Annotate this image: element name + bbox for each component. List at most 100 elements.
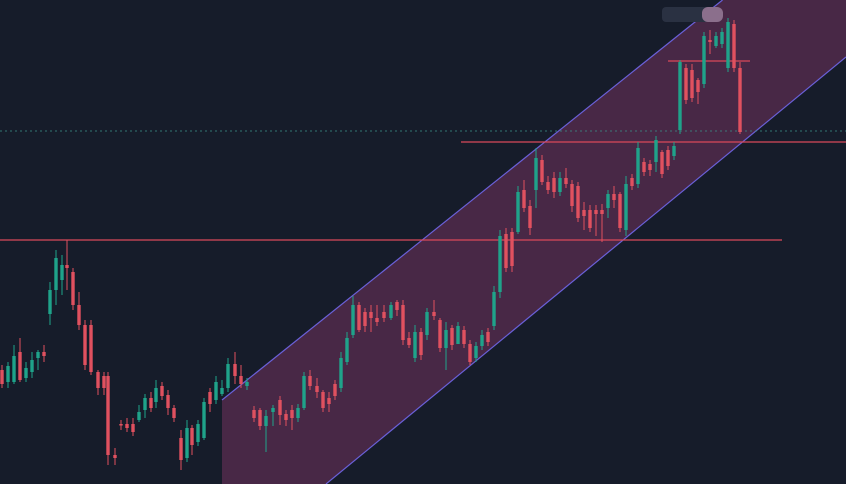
horizontal-levels[interactable]: [0, 60, 846, 241]
candle: [302, 372, 306, 410]
candle-body: [36, 352, 40, 358]
candle: [226, 358, 230, 392]
candle-body: [369, 312, 373, 318]
candle-body: [89, 325, 93, 372]
candle: [738, 62, 742, 134]
candle: [239, 365, 243, 388]
candle-body: [357, 305, 361, 330]
candle-body: [226, 364, 230, 388]
candle: [558, 172, 562, 196]
candle-body: [42, 352, 46, 356]
candle-body: [302, 376, 306, 408]
candle: [333, 380, 337, 400]
candle-body: [636, 148, 640, 184]
candle-body: [179, 438, 183, 460]
candle-body: [252, 410, 256, 418]
candle: [522, 180, 526, 212]
candle-body: [83, 325, 87, 365]
candle-body: [450, 328, 454, 345]
candle: [450, 325, 454, 350]
candle: [708, 30, 712, 54]
channel-upper-line[interactable]: [221, 0, 723, 401]
candle-body: [425, 312, 429, 335]
candle: [474, 342, 478, 362]
candle: [413, 325, 417, 362]
candle: [375, 305, 379, 326]
candle-body: [438, 320, 442, 348]
candle-body: [522, 190, 526, 208]
candle-body: [618, 194, 622, 228]
candle: [684, 64, 688, 104]
candle-body: [119, 424, 123, 426]
candle-body: [630, 178, 634, 186]
candle: [252, 406, 256, 422]
candle-body: [612, 194, 616, 200]
candle-body: [738, 68, 742, 132]
candle-body: [166, 395, 170, 408]
candle: [624, 176, 628, 236]
candle-body: [131, 424, 135, 432]
candle-body: [546, 182, 550, 190]
candle: [504, 228, 508, 272]
candle-body: [363, 312, 367, 326]
candle: [552, 172, 556, 198]
candle-body: [24, 368, 28, 378]
candle: [284, 410, 288, 426]
candle-body: [137, 412, 141, 420]
candle-body: [143, 398, 147, 410]
candle-body: [71, 272, 75, 305]
candle: [696, 78, 700, 104]
candle: [315, 378, 319, 398]
candle-body: [600, 210, 604, 214]
candle: [149, 392, 153, 412]
candle-body: [720, 32, 724, 44]
candle: [462, 326, 466, 348]
candle: [432, 300, 436, 320]
candle-body: [413, 332, 417, 358]
candle: [546, 176, 550, 194]
candle: [486, 328, 490, 346]
candle: [425, 308, 429, 340]
candle-body: [290, 410, 294, 418]
candle-body: [588, 210, 592, 228]
candle: [258, 408, 262, 430]
candle-body: [308, 376, 312, 386]
candle: [18, 338, 22, 382]
candle: [154, 380, 158, 408]
candle-body: [6, 366, 10, 382]
candle: [419, 328, 423, 360]
candle-body: [258, 410, 262, 426]
candle: [492, 286, 496, 330]
candle-body: [564, 178, 568, 184]
candle: [12, 345, 16, 384]
candle-body: [516, 192, 520, 232]
candle: [654, 136, 658, 172]
candle: [190, 425, 194, 455]
candle-body: [684, 68, 688, 100]
candle: [588, 205, 592, 232]
candle-body: [0, 370, 4, 384]
candle: [96, 370, 100, 395]
candle: [576, 182, 580, 222]
candle-body: [419, 332, 423, 355]
candle: [185, 420, 189, 462]
candle: [678, 60, 682, 134]
candle-body: [18, 352, 22, 380]
candle-body: [528, 206, 532, 228]
candle: [278, 396, 282, 425]
candle-body: [456, 326, 460, 344]
badge-light: [702, 7, 723, 22]
channel-lower-line[interactable]: [325, 56, 846, 484]
candle-body: [474, 346, 478, 358]
candle: [214, 376, 218, 404]
candle: [220, 380, 224, 396]
candle: [339, 352, 343, 392]
candle-body: [660, 152, 664, 174]
parallel-channel[interactable]: [221, 0, 846, 484]
candle: [468, 340, 472, 365]
candle: [113, 448, 117, 465]
candle-body: [432, 312, 436, 316]
candle: [245, 378, 249, 390]
